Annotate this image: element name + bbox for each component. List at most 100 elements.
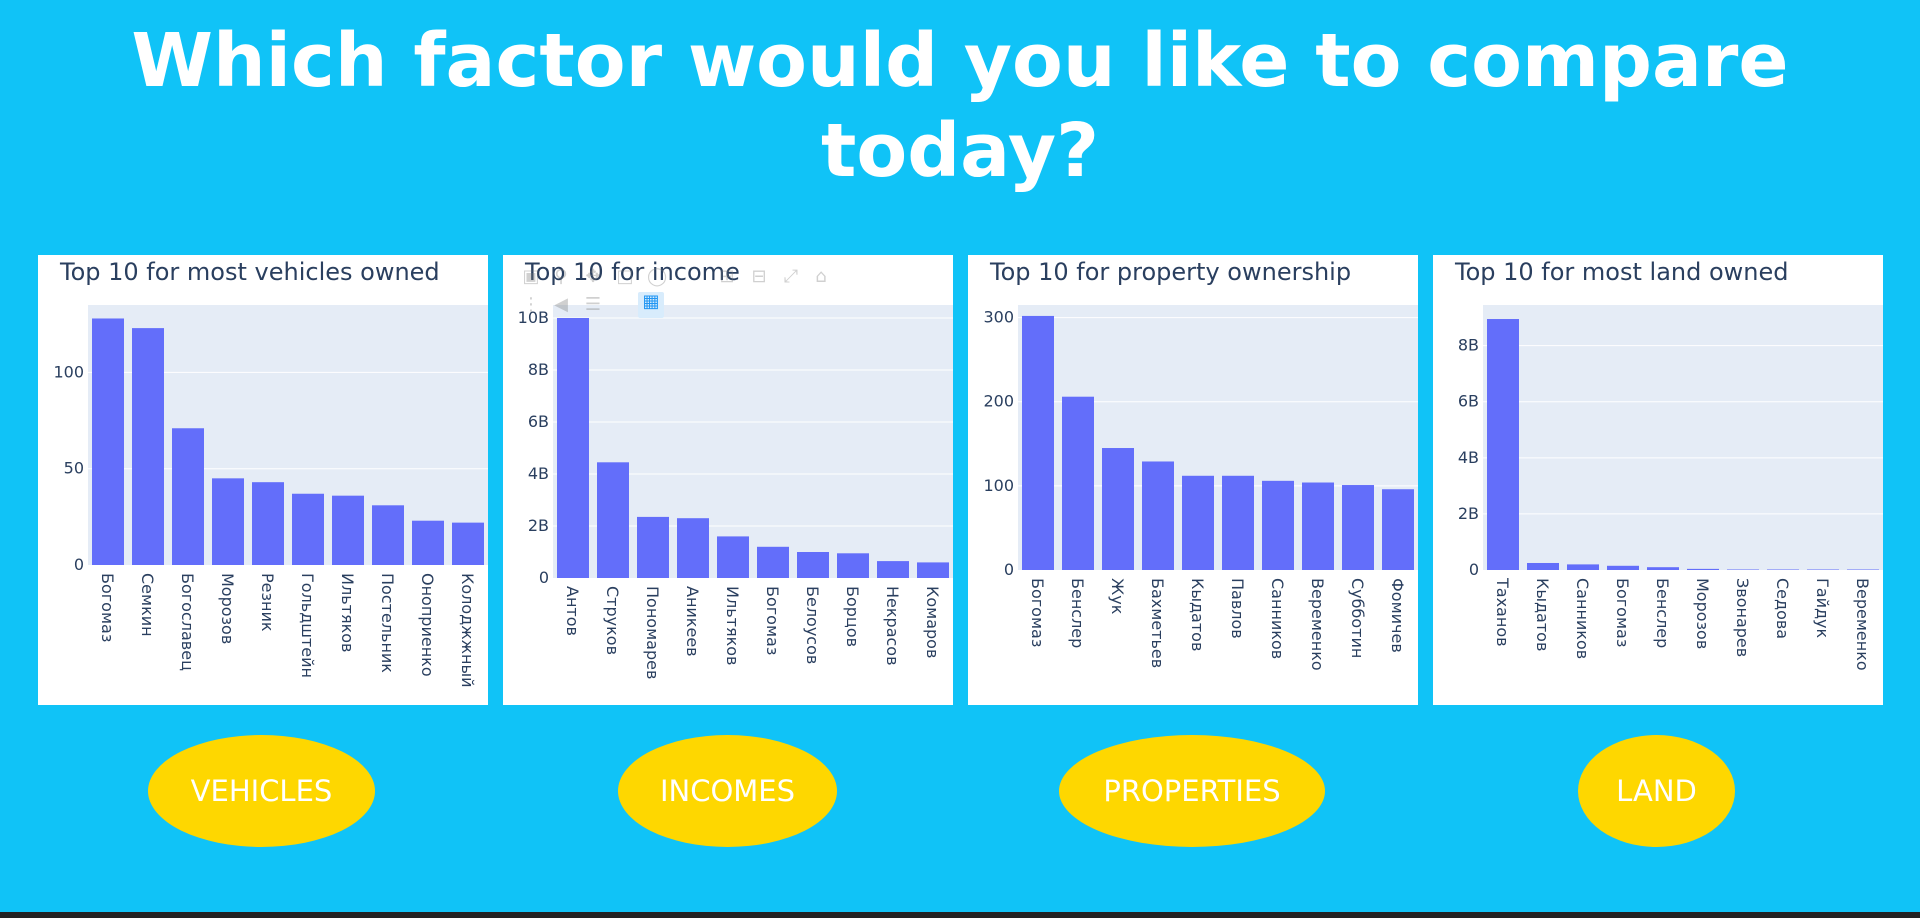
bar[interactable] bbox=[292, 493, 324, 565]
x-tick-label: Постельник bbox=[378, 573, 397, 673]
y-tick-label: 8B bbox=[528, 360, 549, 379]
x-tick-label: Богомаз bbox=[763, 586, 782, 655]
spike-lines-icon[interactable]: ⋮ bbox=[522, 294, 540, 315]
bar[interactable] bbox=[917, 562, 949, 578]
incomes-button[interactable]: INCOMES bbox=[618, 735, 837, 847]
bar[interactable] bbox=[1022, 315, 1054, 570]
x-tick-label: Гайдук bbox=[1813, 578, 1832, 638]
bar[interactable] bbox=[412, 520, 444, 565]
bar[interactable] bbox=[797, 552, 829, 578]
x-tick-label: Субботин bbox=[1348, 578, 1367, 658]
bar[interactable] bbox=[1222, 475, 1254, 570]
x-tick-label: Богославец bbox=[178, 573, 197, 671]
bar[interactable] bbox=[597, 462, 629, 578]
bar[interactable] bbox=[677, 518, 709, 578]
y-tick-label: 200 bbox=[983, 392, 1014, 411]
hover-closest-icon[interactable]: ◀ bbox=[554, 294, 568, 315]
vehicles-chart[interactable]: 0 50 100 Богомаз Семкин Богославец Морозов Резн… bbox=[38, 255, 488, 705]
bar[interactable] bbox=[1807, 569, 1839, 571]
bar[interactable] bbox=[757, 546, 789, 578]
bar[interactable] bbox=[837, 553, 869, 578]
zoom-out-icon[interactable]: ⊟ bbox=[751, 266, 767, 287]
bar[interactable] bbox=[1102, 448, 1134, 570]
lasso-select-icon[interactable]: ◯ bbox=[647, 266, 668, 287]
land-button[interactable]: LAND bbox=[1578, 735, 1735, 847]
chart-modebar: ▣ ⚲ ✥ □ ◯ ⊞ ⊟ ⤢ ⌂ ⋮ ◀ ☰ bbox=[521, 261, 861, 321]
bar[interactable] bbox=[1142, 461, 1174, 570]
y-tick-label: 100 bbox=[53, 362, 84, 381]
vehicles-chart-card: 0 50 100 Богомаз Семкин Богославец Морозов Резн… bbox=[38, 255, 488, 705]
x-tick-label: Оноприенко bbox=[418, 573, 437, 677]
x-tick-label: Борцов bbox=[843, 586, 862, 647]
hover-compare-icon[interactable]: ☰ bbox=[584, 294, 602, 315]
camera-icon[interactable]: ▣ bbox=[522, 266, 540, 287]
bar[interactable] bbox=[212, 478, 244, 565]
y-tick-label: 6B bbox=[528, 412, 549, 431]
bar[interactable] bbox=[717, 536, 749, 578]
x-tick-label: Некрасов bbox=[883, 586, 902, 666]
bar[interactable] bbox=[1262, 480, 1294, 570]
x-tick-label: Таханов bbox=[1493, 577, 1512, 647]
x-tick-label: Жук bbox=[1108, 578, 1127, 615]
page-title: Which factor would you like to compare t… bbox=[131, 18, 1789, 194]
property-chart-card: 0 100 200 300 Богомаз Бенслер Жук Бахметьев Кыда… bbox=[968, 255, 1418, 705]
property-chart[interactable]: 0 100 200 300 Богомаз Бенслер Жук Бахметьев Кыда… bbox=[968, 255, 1418, 705]
x-tick-label: Комаров bbox=[923, 586, 942, 658]
autoscale-icon[interactable]: ⤢ bbox=[783, 266, 799, 287]
plot-area bbox=[1483, 305, 1883, 570]
chart-title: Top 10 for income bbox=[524, 258, 740, 286]
x-tick-label: Богомаз bbox=[1613, 578, 1632, 647]
land-chart-card: 0 2B 4B 6B 8B Таханов Кыдатов Санников Богомаз Бе… bbox=[1433, 255, 1883, 705]
x-tick-label: Бенслер bbox=[1068, 578, 1087, 648]
x-tick-label: Бенслер bbox=[1653, 578, 1672, 648]
bar[interactable] bbox=[372, 505, 404, 565]
bar[interactable] bbox=[1182, 475, 1214, 570]
y-tick-label: 0 bbox=[1469, 560, 1479, 579]
zoom-icon[interactable]: ⚲ bbox=[554, 266, 568, 287]
bar[interactable] bbox=[1607, 565, 1639, 570]
x-tick-label: Павлов bbox=[1228, 578, 1247, 639]
zoom-in-icon[interactable]: ⊞ bbox=[719, 266, 735, 287]
bar[interactable] bbox=[1302, 482, 1334, 570]
bar[interactable] bbox=[1567, 564, 1599, 570]
bar[interactable] bbox=[637, 516, 669, 578]
bar[interactable] bbox=[1727, 569, 1759, 571]
income-chart[interactable]: 0 2B 4B 6B 8B 10B Антов Струков Пономарев Аникеев… bbox=[503, 255, 953, 705]
x-tick-label: Фомичев bbox=[1388, 578, 1407, 653]
bar[interactable] bbox=[332, 495, 364, 565]
bar[interactable] bbox=[1847, 569, 1879, 571]
x-tick-label: Колоджжный bbox=[458, 573, 477, 688]
x-tick-label: Белоусов bbox=[803, 586, 822, 664]
bar[interactable] bbox=[557, 318, 589, 578]
land-chart[interactable]: 0 2B 4B 6B 8B Таханов Кыдатов Санников Богомаз Бе… bbox=[1433, 255, 1883, 705]
pan-icon[interactable]: ✥ bbox=[585, 266, 601, 287]
bar[interactable] bbox=[172, 428, 204, 565]
bar[interactable] bbox=[452, 522, 484, 565]
bar[interactable] bbox=[92, 318, 124, 565]
bar[interactable] bbox=[1767, 569, 1799, 571]
bar[interactable] bbox=[1527, 562, 1559, 570]
bar[interactable] bbox=[877, 561, 909, 578]
bar[interactable] bbox=[1062, 396, 1094, 570]
chart-title: Top 10 for most vehicles owned bbox=[59, 258, 440, 286]
vehicles-button[interactable]: VEHICLES bbox=[148, 735, 375, 847]
box-select-icon[interactable]: □ bbox=[616, 266, 634, 287]
bar[interactable] bbox=[1647, 567, 1679, 570]
bar[interactable] bbox=[132, 328, 164, 565]
bar[interactable] bbox=[1687, 568, 1719, 570]
x-tick-label: Гольдштейн bbox=[298, 573, 317, 678]
chart-title: Top 10 for property ownership bbox=[989, 258, 1351, 286]
properties-button[interactable]: PROPERTIES bbox=[1059, 735, 1325, 847]
x-tick-label: Резник bbox=[258, 573, 277, 632]
bar[interactable] bbox=[252, 482, 284, 565]
bar[interactable] bbox=[1382, 489, 1414, 570]
x-tick-label: Кыдатов bbox=[1188, 578, 1207, 651]
x-tick-label: Звонарев bbox=[1733, 578, 1752, 657]
bar[interactable] bbox=[1487, 319, 1519, 570]
bar[interactable] bbox=[1342, 485, 1374, 570]
x-tick-label: Пономарев bbox=[643, 586, 662, 679]
home-icon[interactable]: ⌂ bbox=[815, 266, 827, 287]
plotly-logo-icon[interactable]: ▦ bbox=[638, 292, 664, 318]
income-chart-card: 0 2B 4B 6B 8B 10B Антов Струков Пономарев Аникеев… bbox=[503, 255, 953, 705]
bottom-bar bbox=[0, 912, 1920, 918]
